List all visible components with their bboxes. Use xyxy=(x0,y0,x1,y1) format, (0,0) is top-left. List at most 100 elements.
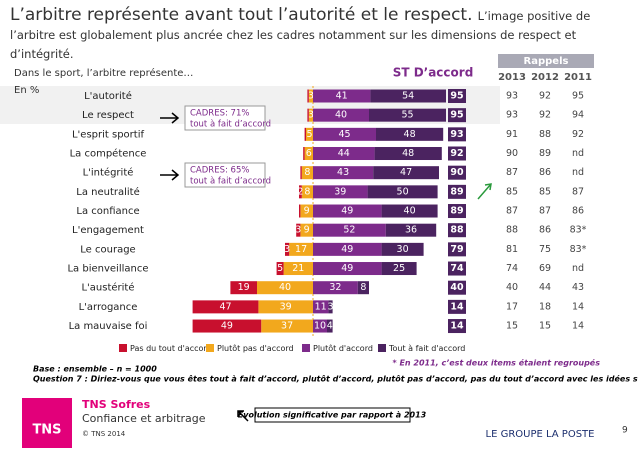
bar-segment xyxy=(313,89,371,103)
value-label: 8 xyxy=(360,282,366,293)
recall-value: 91 xyxy=(506,129,518,140)
recall-value: 93 xyxy=(506,91,518,102)
value-label: 9 xyxy=(304,206,310,217)
subtitle: L’image positive de l’arbitre est global… xyxy=(10,9,591,61)
recall-value: nd xyxy=(572,167,584,178)
recall-value: 83* xyxy=(570,225,587,236)
bar-segment xyxy=(261,319,313,333)
brand: TNS Sofres xyxy=(82,398,151,411)
total-label: 88 xyxy=(450,225,464,236)
recall-value: 18 xyxy=(539,301,551,312)
value-label: 5 xyxy=(306,129,312,140)
category-label: La confiance xyxy=(76,206,139,217)
recall-value: 14 xyxy=(572,301,584,312)
value-label: 30 xyxy=(397,244,409,255)
value-label: 6 xyxy=(306,148,312,159)
value-label: 50 xyxy=(397,186,409,197)
footnote: * En 2011, c’est deux items étaient regr… xyxy=(392,358,600,368)
recall-value: 86 xyxy=(572,206,584,217)
total-label: 92 xyxy=(450,148,463,159)
category-label: L'intégrité xyxy=(83,167,134,179)
recall-value: 14 xyxy=(572,321,584,332)
bar-segment xyxy=(299,204,301,218)
value-label: 39 xyxy=(280,301,292,312)
page-number: 9 xyxy=(622,426,628,436)
value-label: 32 xyxy=(329,282,341,293)
total-label: 79 xyxy=(450,244,463,255)
bar-segment xyxy=(304,147,313,161)
recall-value: 88 xyxy=(506,225,518,236)
bar-segment xyxy=(313,185,368,199)
bar-segment xyxy=(308,89,313,103)
unit-label: En % xyxy=(14,85,39,96)
annotation-box xyxy=(184,105,266,131)
bar-segment xyxy=(301,166,313,180)
value-label: 39 xyxy=(334,186,346,197)
total-label: 95 xyxy=(450,91,463,102)
bar-segment xyxy=(381,242,424,256)
total-box xyxy=(448,146,466,161)
legend-label: Plutôt pas d'accord xyxy=(217,343,294,353)
recall-value: 95 xyxy=(572,91,584,102)
legend-label: Plutôt d'accord xyxy=(313,343,373,353)
bar-segment xyxy=(303,147,305,161)
bar-segment xyxy=(285,242,290,256)
category-label: La compétence xyxy=(70,148,147,160)
total-box xyxy=(448,184,466,199)
title-block: L’arbitre représente avant tout l’autori… xyxy=(10,6,630,63)
bar-segment xyxy=(313,127,376,141)
recall-value: 92 xyxy=(539,91,551,102)
value-label: 19 xyxy=(238,282,250,293)
value-label: 8 xyxy=(304,186,310,197)
total-header: ST D’accord xyxy=(393,66,474,80)
value-label: 3 xyxy=(308,110,314,121)
total-box xyxy=(448,108,466,123)
category-label: Le respect xyxy=(82,110,134,121)
value-label: 40 xyxy=(335,110,347,121)
recall-value: 93 xyxy=(506,110,518,121)
bar-segment xyxy=(376,127,444,141)
category-label: La neutralité xyxy=(76,186,140,198)
value-label: 47 xyxy=(219,301,231,312)
study: Confiance et arbitrage xyxy=(82,412,206,425)
bar-segment xyxy=(313,242,382,256)
annotation-box xyxy=(184,162,266,188)
evolution-box xyxy=(254,407,411,423)
recall-value: 94 xyxy=(572,110,584,121)
bar-segment xyxy=(257,281,313,295)
bar-segment xyxy=(283,262,313,276)
value-label: 10 xyxy=(314,321,326,332)
evolution-note: Evolution significative par rapport à 20… xyxy=(238,411,427,420)
bar-segment xyxy=(373,166,439,180)
recall-value: 15 xyxy=(506,321,518,332)
recall-value: 85 xyxy=(506,186,518,197)
bar-segment xyxy=(296,223,301,237)
bar-segment xyxy=(313,223,386,237)
value-label: 3 xyxy=(327,301,333,312)
category-label: L'austérité xyxy=(81,282,134,294)
bar-segment xyxy=(313,319,327,333)
recall-year: 2011 xyxy=(564,72,592,83)
category-label: La mauvaise foi xyxy=(69,321,148,332)
recall-value: 92 xyxy=(572,129,584,140)
value-label: 36 xyxy=(405,225,417,236)
recall-value: 75 xyxy=(539,244,551,255)
bar-segment xyxy=(299,185,302,199)
recall-value: 87 xyxy=(572,186,584,197)
recall-year: 2012 xyxy=(531,72,559,83)
total-box xyxy=(448,319,466,334)
category-label: Le courage xyxy=(80,244,135,255)
total-box xyxy=(448,261,466,276)
value-label: 8 xyxy=(304,167,310,178)
value-label: 41 xyxy=(336,91,348,102)
annotation: CADRES: 71% xyxy=(190,109,249,119)
value-label: 21 xyxy=(292,263,304,274)
legend-label: Tout à fait d'accord xyxy=(388,344,465,353)
value-label: 4 xyxy=(327,321,333,332)
bar-segment xyxy=(306,127,313,141)
value-label: 17 xyxy=(295,244,307,255)
total-label: 14 xyxy=(450,301,464,312)
category-label: La bienveillance xyxy=(67,264,148,275)
recall-value: 87 xyxy=(539,206,551,217)
